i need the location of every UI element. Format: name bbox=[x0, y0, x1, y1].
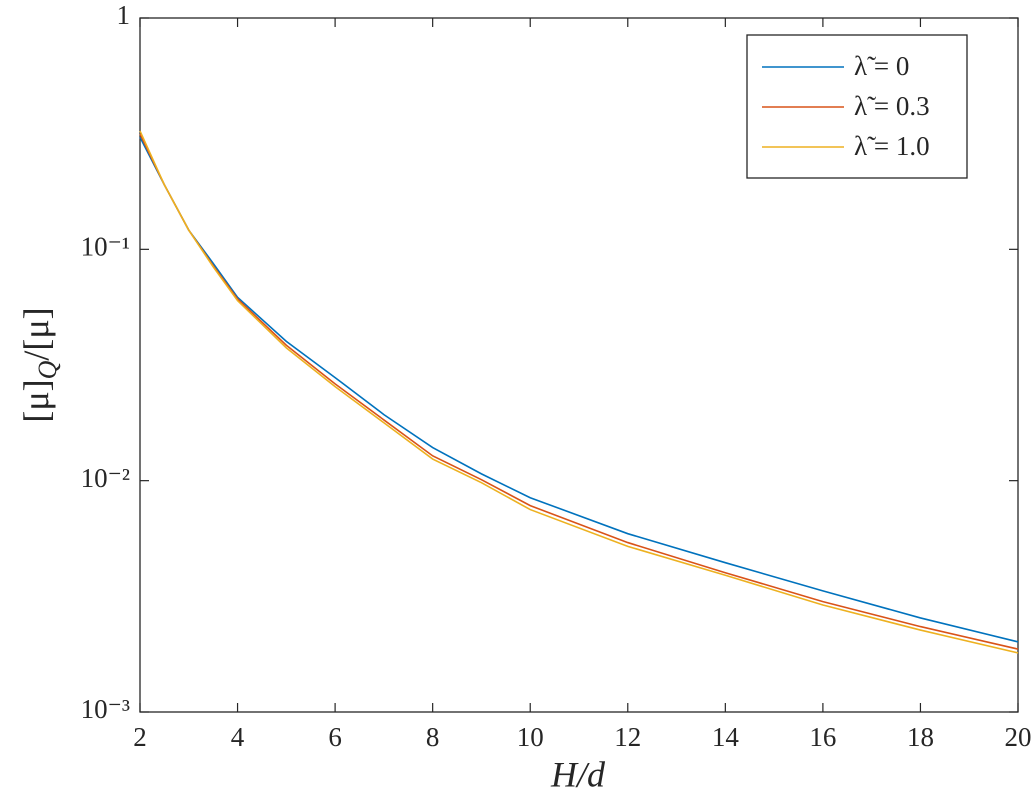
x-tick-label: 2 bbox=[133, 722, 147, 752]
legend-box bbox=[746, 34, 968, 179]
y-tick-label: 10⁻³ bbox=[81, 694, 130, 724]
legend-label: λ̃ = 1.0 bbox=[854, 131, 930, 161]
x-tick-label: 4 bbox=[231, 722, 245, 752]
legend-label: λ̃ = 0 bbox=[854, 51, 909, 81]
y-tick-label: 10⁻² bbox=[81, 463, 130, 493]
y-tick-label: 10⁻¹ bbox=[81, 232, 130, 262]
x-tick-label: 18 bbox=[907, 722, 934, 752]
series-line bbox=[139, 130, 1019, 654]
x-tick-label: 14 bbox=[712, 722, 740, 752]
x-axis-label: H/d bbox=[550, 754, 606, 794]
x-tick-label: 10 bbox=[517, 722, 544, 752]
y-axis-label-part: [μ] bbox=[16, 379, 56, 422]
y-axis-label: [μ]Q/[μ] bbox=[16, 307, 62, 422]
x-tick-label: 8 bbox=[426, 722, 440, 752]
y-axis-label-part: /[μ] bbox=[16, 307, 56, 360]
legend-label: λ̃ = 0.3 bbox=[854, 91, 930, 121]
x-tick-label: 6 bbox=[328, 722, 342, 752]
x-tick-label: 20 bbox=[1005, 722, 1032, 752]
x-tick-label: 16 bbox=[809, 722, 836, 752]
y-axis-label-sub: Q bbox=[33, 360, 62, 379]
x-tick-label: 12 bbox=[614, 722, 641, 752]
y-tick-label: 1 bbox=[117, 0, 131, 30]
legend: λ̃ = 0 λ̃ = 0.3 λ̃ = 1.0 bbox=[746, 34, 968, 179]
